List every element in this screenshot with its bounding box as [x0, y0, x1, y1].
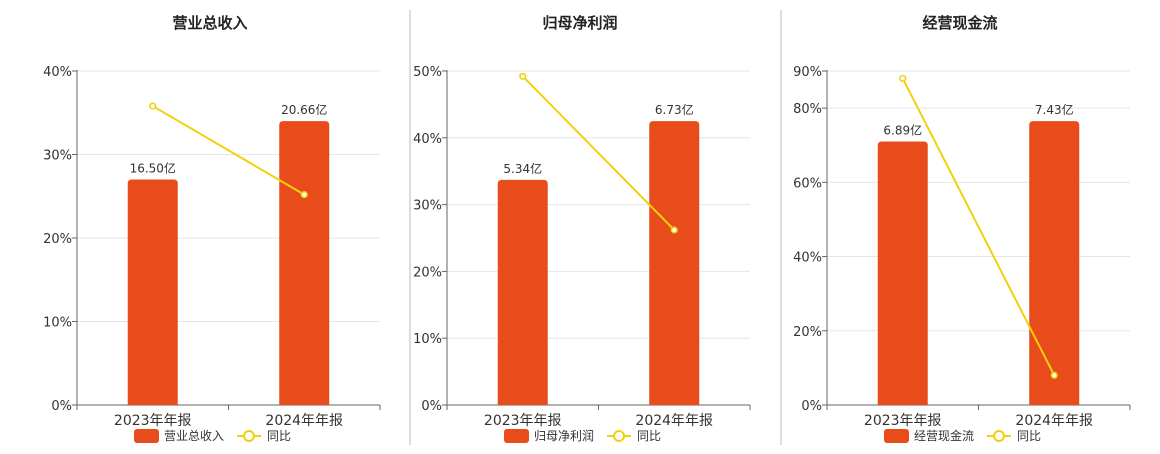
bar	[1029, 121, 1080, 405]
bar	[279, 121, 330, 405]
legend-line-marker	[613, 430, 625, 442]
y-tick-label: 40%	[43, 65, 72, 80]
bar-value-label: 20.66亿	[281, 102, 327, 117]
y-tick-label: 20%	[43, 232, 72, 247]
legend-line-label: 同比	[637, 429, 661, 443]
x-tick-label: 2023年年报	[114, 413, 192, 429]
yoy-point	[1050, 371, 1058, 379]
legend-bar-label: 经营现金流	[914, 428, 974, 443]
y-tick-label: 30%	[43, 149, 72, 164]
y-tick-label: 40%	[413, 132, 442, 147]
x-tick-label: 2023年年报	[864, 413, 942, 429]
legend-line-marker	[993, 430, 1005, 442]
bar-value-label: 6.73亿	[655, 102, 694, 117]
x-tick-label: 2024年年报	[265, 413, 343, 429]
legend-bar-swatch	[504, 429, 529, 443]
yoy-point	[149, 102, 157, 110]
chart-title: 经营现金流	[922, 14, 997, 32]
legend-bar-swatch	[884, 429, 909, 443]
bar	[497, 179, 548, 405]
bar-value-label: 7.43亿	[1035, 102, 1074, 117]
legend-line-marker	[243, 430, 255, 442]
y-tick-label: 40%	[793, 251, 822, 266]
bar	[127, 179, 178, 405]
bar	[649, 121, 700, 405]
y-tick-label: 90%	[793, 65, 822, 80]
legend-bar-label: 营业总收入	[164, 429, 224, 443]
bar-value-label: 16.50亿	[130, 161, 176, 176]
yoy-line	[901, 77, 1056, 376]
x-tick-label: 2023年年报	[484, 413, 562, 429]
y-tick-label: 0%	[421, 399, 442, 414]
x-tick-label: 2024年年报	[1015, 413, 1093, 429]
yoy-point	[300, 190, 308, 199]
bar-value-label: 6.89亿	[883, 123, 922, 138]
yoy-line	[522, 75, 675, 231]
yoy-point	[519, 72, 527, 80]
bar	[877, 141, 928, 405]
y-tick-label: 80%	[793, 102, 822, 117]
y-tick-label: 10%	[413, 332, 442, 347]
yoy-point	[670, 226, 678, 234]
y-tick-label: 30%	[413, 199, 442, 214]
y-tick-label: 10%	[43, 316, 72, 331]
y-tick-label: 50%	[413, 65, 442, 80]
y-tick-label: 60%	[793, 176, 822, 191]
chart-title: 归母净利润	[542, 14, 617, 32]
y-tick-label: 20%	[793, 325, 822, 340]
yoy-point	[899, 74, 907, 83]
y-tick-label: 0%	[51, 399, 72, 414]
chart-title: 营业总收入	[172, 14, 247, 32]
legend-line-label: 同比	[267, 429, 291, 443]
yoy-line	[152, 105, 305, 196]
y-tick-label: 20%	[413, 265, 442, 280]
legend-line-label: 同比	[1017, 429, 1041, 443]
y-tick-label: 0%	[801, 399, 822, 414]
x-tick-label: 2024年年报	[635, 413, 713, 429]
legend-bar-swatch	[134, 429, 159, 443]
bar-value-label: 5.34亿	[503, 161, 542, 176]
legend-bar-label: 归母净利润	[534, 429, 594, 443]
